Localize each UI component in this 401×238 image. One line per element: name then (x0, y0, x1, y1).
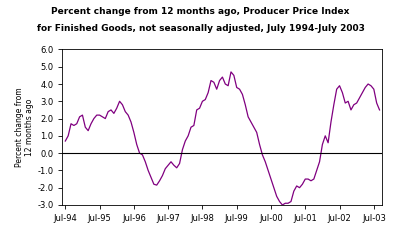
Text: for Finished Goods, not seasonally adjusted, July 1994-July 2003: for Finished Goods, not seasonally adjus… (36, 24, 365, 33)
Y-axis label: Percent change from
12 months ago: Percent change from 12 months ago (15, 87, 34, 167)
Text: Percent change from 12 months ago, Producer Price Index: Percent change from 12 months ago, Produ… (51, 7, 350, 16)
